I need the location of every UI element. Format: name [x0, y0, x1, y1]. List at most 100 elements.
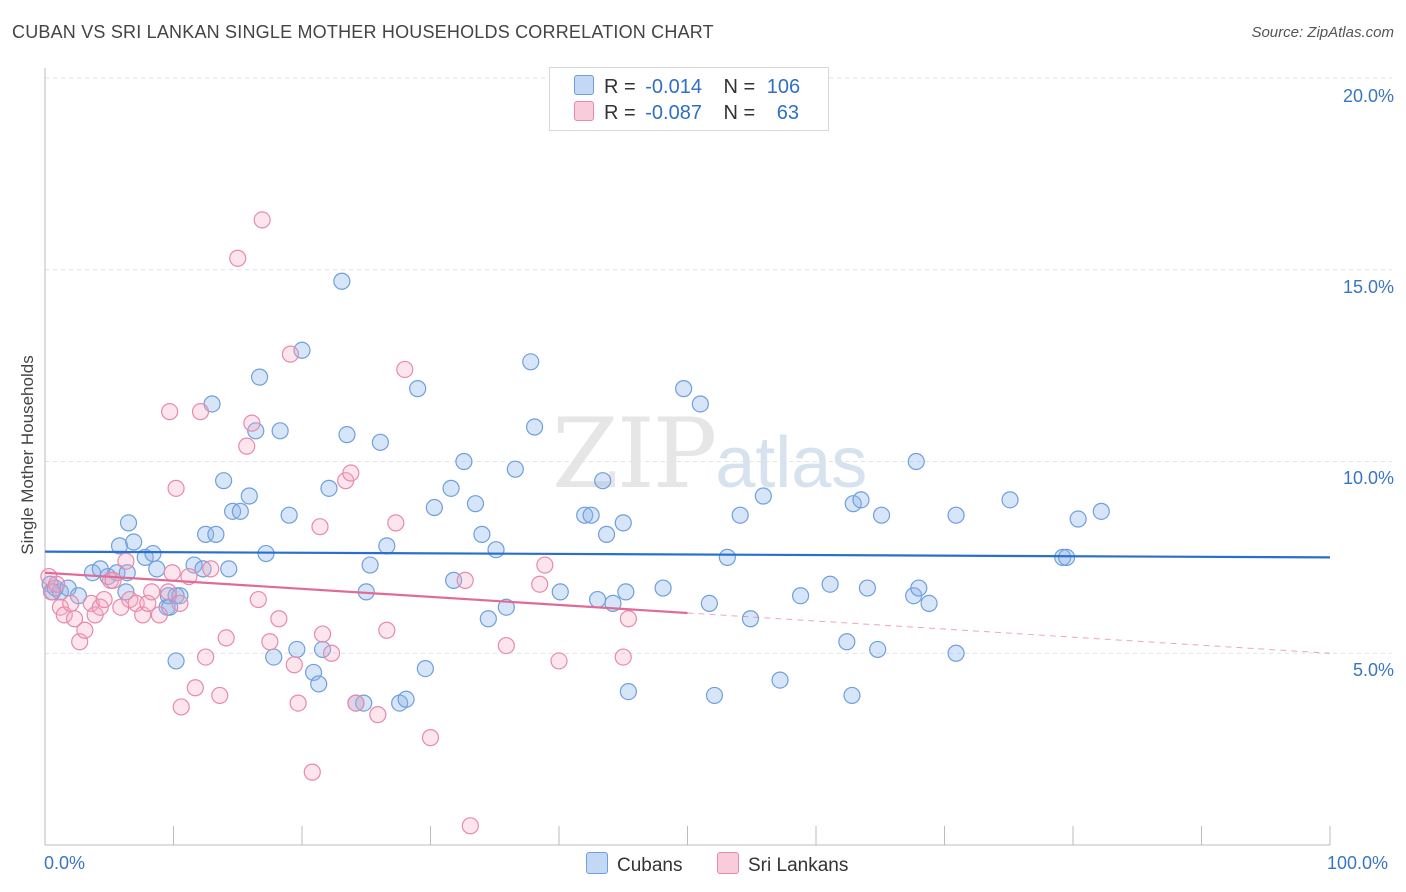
legend-row-sri-lankans: R = -0.087 N = 63	[574, 101, 799, 127]
sri-lankans-point	[497, 636, 515, 655]
sri-lankans-point	[313, 625, 332, 643]
cubans-point	[231, 502, 249, 520]
cubans-trend-line	[44, 550, 1331, 559]
cubans-point	[506, 460, 524, 478]
cubans-point	[333, 272, 351, 290]
sri-lankans-point	[163, 564, 181, 582]
y-axis-label: Single Mother Households	[18, 355, 37, 555]
cubans-point	[1057, 548, 1076, 566]
sri-lankans-point	[281, 345, 300, 363]
cubans-point	[858, 579, 877, 597]
sri-lankans-point	[76, 621, 94, 639]
legend-n-label: N =	[723, 76, 756, 98]
sri-lankans-point	[161, 403, 179, 421]
sri-lankans-point	[191, 403, 210, 421]
cubans-point	[1054, 548, 1072, 566]
cubans-point	[371, 433, 389, 451]
legend-row-cubans: R = -0.014 N = 106	[574, 75, 800, 101]
cubans-point	[280, 506, 298, 524]
cubans-point	[576, 506, 594, 524]
bottom-legend-sri-lankans: Sri Lankans	[717, 852, 848, 877]
sri-lankans-point	[211, 686, 229, 705]
y-tick-label-10: 10.0%	[1342, 468, 1394, 488]
cubans-point	[1001, 491, 1019, 509]
cubans-point	[654, 579, 672, 597]
x-tick-label-0: 0.0%	[44, 853, 86, 873]
cubans-point	[910, 579, 928, 597]
sri-lankans-point	[202, 560, 220, 578]
sri-lankans-point	[396, 360, 414, 379]
sri-lankans-point	[172, 698, 190, 716]
cubans-point	[754, 487, 772, 505]
sri-lankans-point	[550, 652, 568, 670]
cubans-point	[691, 395, 709, 413]
cubans-point	[167, 652, 185, 670]
sri-lankans-point	[614, 648, 632, 666]
source-label: Source: ZipAtlas.com	[1251, 24, 1394, 41]
cubans-point	[473, 525, 491, 543]
cubans-point	[144, 544, 162, 563]
legend-n-label: N =	[723, 102, 756, 124]
legend-n-value: 106	[766, 76, 801, 98]
cubans-point	[215, 472, 233, 490]
sri-lankans-point	[619, 610, 637, 628]
cubans-point	[136, 548, 154, 566]
cubans-point	[1069, 510, 1087, 528]
cubans-point	[869, 640, 887, 659]
cubans-point	[288, 640, 306, 659]
cubans-point	[588, 590, 607, 609]
cubans-point	[361, 556, 379, 574]
cubans-point	[551, 583, 569, 601]
cubans-point	[466, 495, 485, 513]
cubans-legend-label: Cubans	[617, 855, 683, 876]
cubans-point	[110, 537, 129, 555]
sri-lankans-point	[143, 583, 161, 601]
cubans-point	[947, 506, 965, 524]
cubans-point	[771, 671, 789, 689]
legend-r-value: -0.087	[645, 102, 702, 124]
sri-lankans-point	[167, 479, 185, 497]
sri-lankans-swatch	[574, 101, 594, 121]
cubans-point	[442, 479, 460, 497]
sri-lankans-point	[47, 575, 66, 593]
cubans-point	[271, 422, 289, 440]
sri-lankans-legend-label: Sri Lankans	[748, 855, 849, 876]
cubans-point	[148, 560, 166, 578]
sri-lankans-point	[117, 552, 135, 570]
sri-lankans-point	[65, 610, 84, 628]
cubans-point	[313, 640, 332, 659]
cubans-point	[1092, 502, 1110, 520]
sri-lankans-point	[421, 729, 440, 747]
sri-lankans-point	[186, 679, 204, 697]
legend-n-value: 63	[776, 102, 800, 124]
cubans-point	[207, 525, 225, 543]
cubans-point	[265, 648, 283, 666]
cubans-point	[705, 686, 724, 705]
sri-lankans-point	[62, 594, 80, 612]
cubans-point	[409, 380, 427, 398]
cubans-point	[920, 594, 938, 612]
cubans-point	[700, 594, 718, 612]
sri-lankans-point	[253, 211, 271, 229]
sri-lankans-point	[536, 556, 554, 574]
cubans-point	[119, 514, 138, 532]
chart-title: CUBAN VS SRI LANKAN SINGLE MOTHER HOUSEH…	[12, 22, 714, 42]
sri-lankans-point	[456, 571, 474, 589]
sri-lankans-point	[270, 610, 288, 628]
cubans-point	[843, 686, 861, 705]
cubans-point	[220, 560, 238, 578]
sri-lankans-point	[289, 694, 307, 712]
sri-lankans-point	[347, 694, 365, 712]
sri-lankans-point	[342, 464, 360, 482]
cubans-point	[310, 675, 328, 693]
legend-r-value: -0.014	[645, 76, 702, 98]
sri-lankans-point	[249, 590, 267, 609]
sri-lankans-point	[378, 621, 396, 639]
cubans-point	[718, 548, 736, 566]
sri-lankans-legend-swatch	[717, 852, 739, 874]
sri-lankans-point	[159, 583, 177, 601]
cubans-point	[844, 495, 862, 513]
sri-lankans-point	[369, 706, 387, 724]
cubans-point	[582, 506, 600, 524]
